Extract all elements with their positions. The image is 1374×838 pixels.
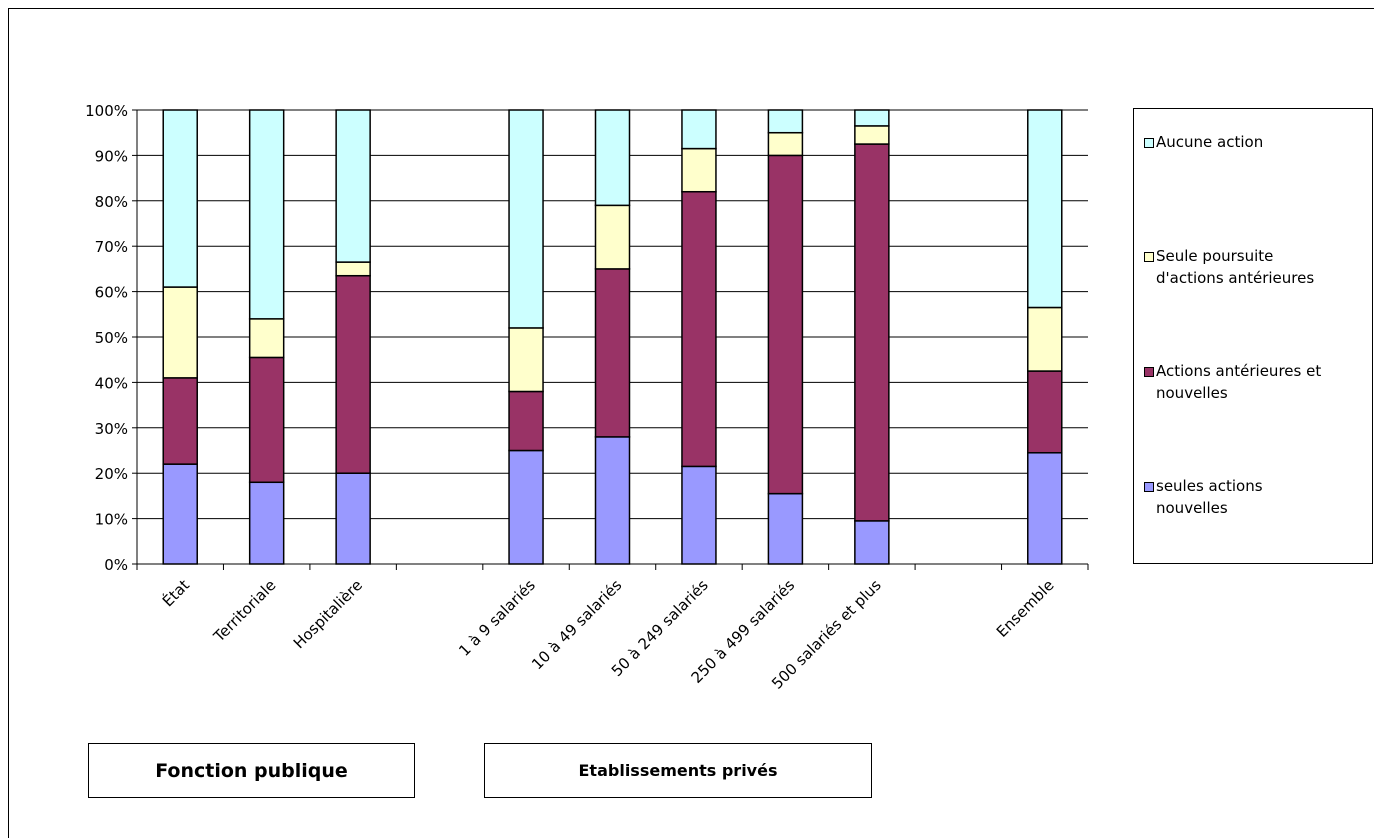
y-tick-label: 10% [95,511,128,529]
legend-item-actions-anterieures-nouvelles: Actions antérieures et nouvelles [1144,360,1364,404]
bar-segment [767,109,804,134]
x-tick-label: Hospitalière [290,576,366,652]
bar-segment [681,109,717,150]
bar-segment [767,492,804,565]
y-tick-label: 100% [85,102,128,120]
legend: Aucune action Seule poursuite d'actions … [1133,108,1373,564]
legend-item-seule-poursuite: Seule poursuite d'actions antérieures [1144,245,1364,289]
bar-segment [681,190,717,468]
legend-swatch-aucune-action [1144,138,1154,148]
legend-swatch-seules-actions-nouvelles [1144,482,1154,492]
bar-segment [681,147,717,193]
legend-label: seules actions nouvelles [1156,477,1263,517]
bar-segment [335,261,371,277]
bar-segment [508,449,544,565]
bar-segment [1027,452,1063,565]
bar-segment [335,109,371,263]
chart-frame [8,8,1374,838]
group-label-fonction-publique: Fonction publique [88,743,415,798]
legend-label: Actions antérieures et nouvelles [1156,362,1322,402]
bar-segment [854,143,890,522]
bar-segment [767,131,804,157]
bar-segment [594,204,631,270]
bar-segment [594,436,631,565]
bar-segment [1027,109,1063,309]
bar-segment [248,318,285,359]
legend-label: Aucune action [1156,133,1264,151]
bar-segment [767,154,804,495]
bar-segment [248,356,285,484]
bar-segment [162,109,198,288]
y-tick-label: 90% [95,147,128,165]
bar-segment [162,463,198,565]
bar-segment [681,465,717,565]
legend-item-seules-actions-nouvelles: seules actions nouvelles [1144,475,1364,519]
bar-segment [162,286,198,379]
y-tick-label: 80% [95,193,128,211]
legend-swatch-actions-anterieures-nouvelles [1144,367,1154,377]
y-tick-label: 70% [95,238,128,256]
bar-segment [1027,306,1063,372]
bar-segment [248,481,285,565]
legend-item-aucune-action: Aucune action [1144,131,1364,153]
y-tick-label: 0% [104,556,128,574]
bar-segment [508,390,544,452]
x-tick-label: 10 à 49 salariés [528,576,625,673]
y-tick-label: 50% [95,329,128,347]
bar-segment [508,327,544,393]
bar-segment [248,109,285,320]
x-tick-label: Territoriale [209,576,279,646]
x-tick-label: 1 à 9 salariés [455,576,539,660]
bar-segment [335,472,371,565]
bar-segment [854,125,890,145]
y-tick-label: 60% [95,284,128,302]
legend-label: Seule poursuite d'actions antérieures [1156,247,1315,287]
x-tick-label: État [158,575,193,610]
bar-segment [162,377,198,465]
y-tick-label: 30% [95,420,128,438]
bar-segment [335,274,371,474]
bar-segment [594,268,631,438]
bar-segment [508,109,544,329]
y-tick-label: 20% [95,465,128,483]
bar-segment [854,520,890,565]
bar-segment [594,109,631,207]
group-label-etablissements-prives: Etablissements privés [484,743,872,798]
bar-segment [854,109,890,127]
bar-segment [1027,370,1063,454]
legend-swatch-seule-poursuite [1144,252,1154,262]
y-tick-label: 40% [95,374,128,392]
x-tick-label: Ensemble [993,576,1058,641]
